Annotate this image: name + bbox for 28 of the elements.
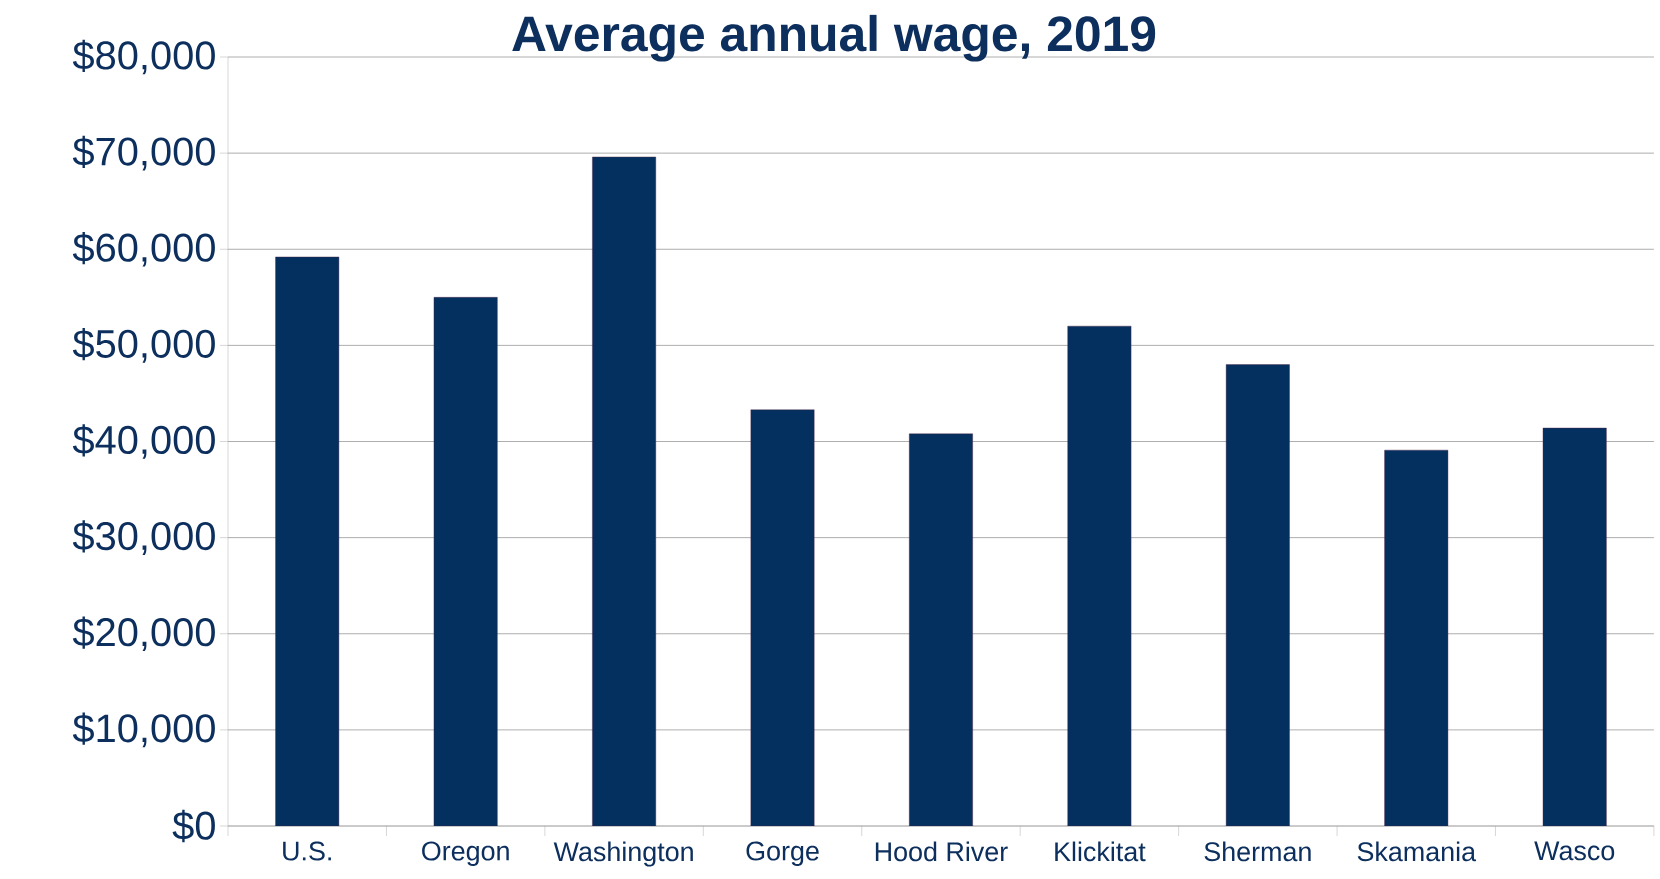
- bar: [433, 297, 498, 826]
- x-tick-label: U.S.: [283, 841, 331, 861]
- bar: [275, 256, 340, 826]
- chart-title: Average annual wage, 2019: [512, 14, 1156, 62]
- x-tick-label: Washington: [553, 841, 693, 867]
- x-tick-label: Oregon: [422, 841, 509, 866]
- x-tick-label: Gorge: [746, 841, 819, 866]
- bar: [1067, 325, 1132, 826]
- y-tick-label: $30,000: [72, 520, 215, 555]
- y-tick-label: $70,000: [72, 135, 215, 171]
- bar: [750, 409, 815, 826]
- y-tick-label: $0: [172, 809, 215, 843]
- bar: [909, 433, 973, 826]
- y-tick-label: $80,000: [72, 39, 215, 75]
- x-tick-label: Klickitat: [1055, 841, 1146, 862]
- y-tick-label: $60,000: [72, 231, 215, 267]
- bar: [592, 156, 656, 826]
- y-tick-label: $50,000: [72, 328, 215, 363]
- bar: [1225, 364, 1290, 826]
- y-tick-label: $10,000: [72, 712, 215, 748]
- x-tick-label: Skamania: [1357, 841, 1477, 862]
- bar: [1542, 427, 1607, 826]
- y-tick-label: $20,000: [72, 616, 215, 652]
- bar: [1384, 449, 1449, 826]
- x-tick-label: Wasco: [1534, 841, 1615, 861]
- x-tick-label: Hood River: [875, 841, 1008, 862]
- y-tick-label: $40,000: [72, 424, 215, 459]
- x-tick-label: Sherman: [1204, 841, 1311, 862]
